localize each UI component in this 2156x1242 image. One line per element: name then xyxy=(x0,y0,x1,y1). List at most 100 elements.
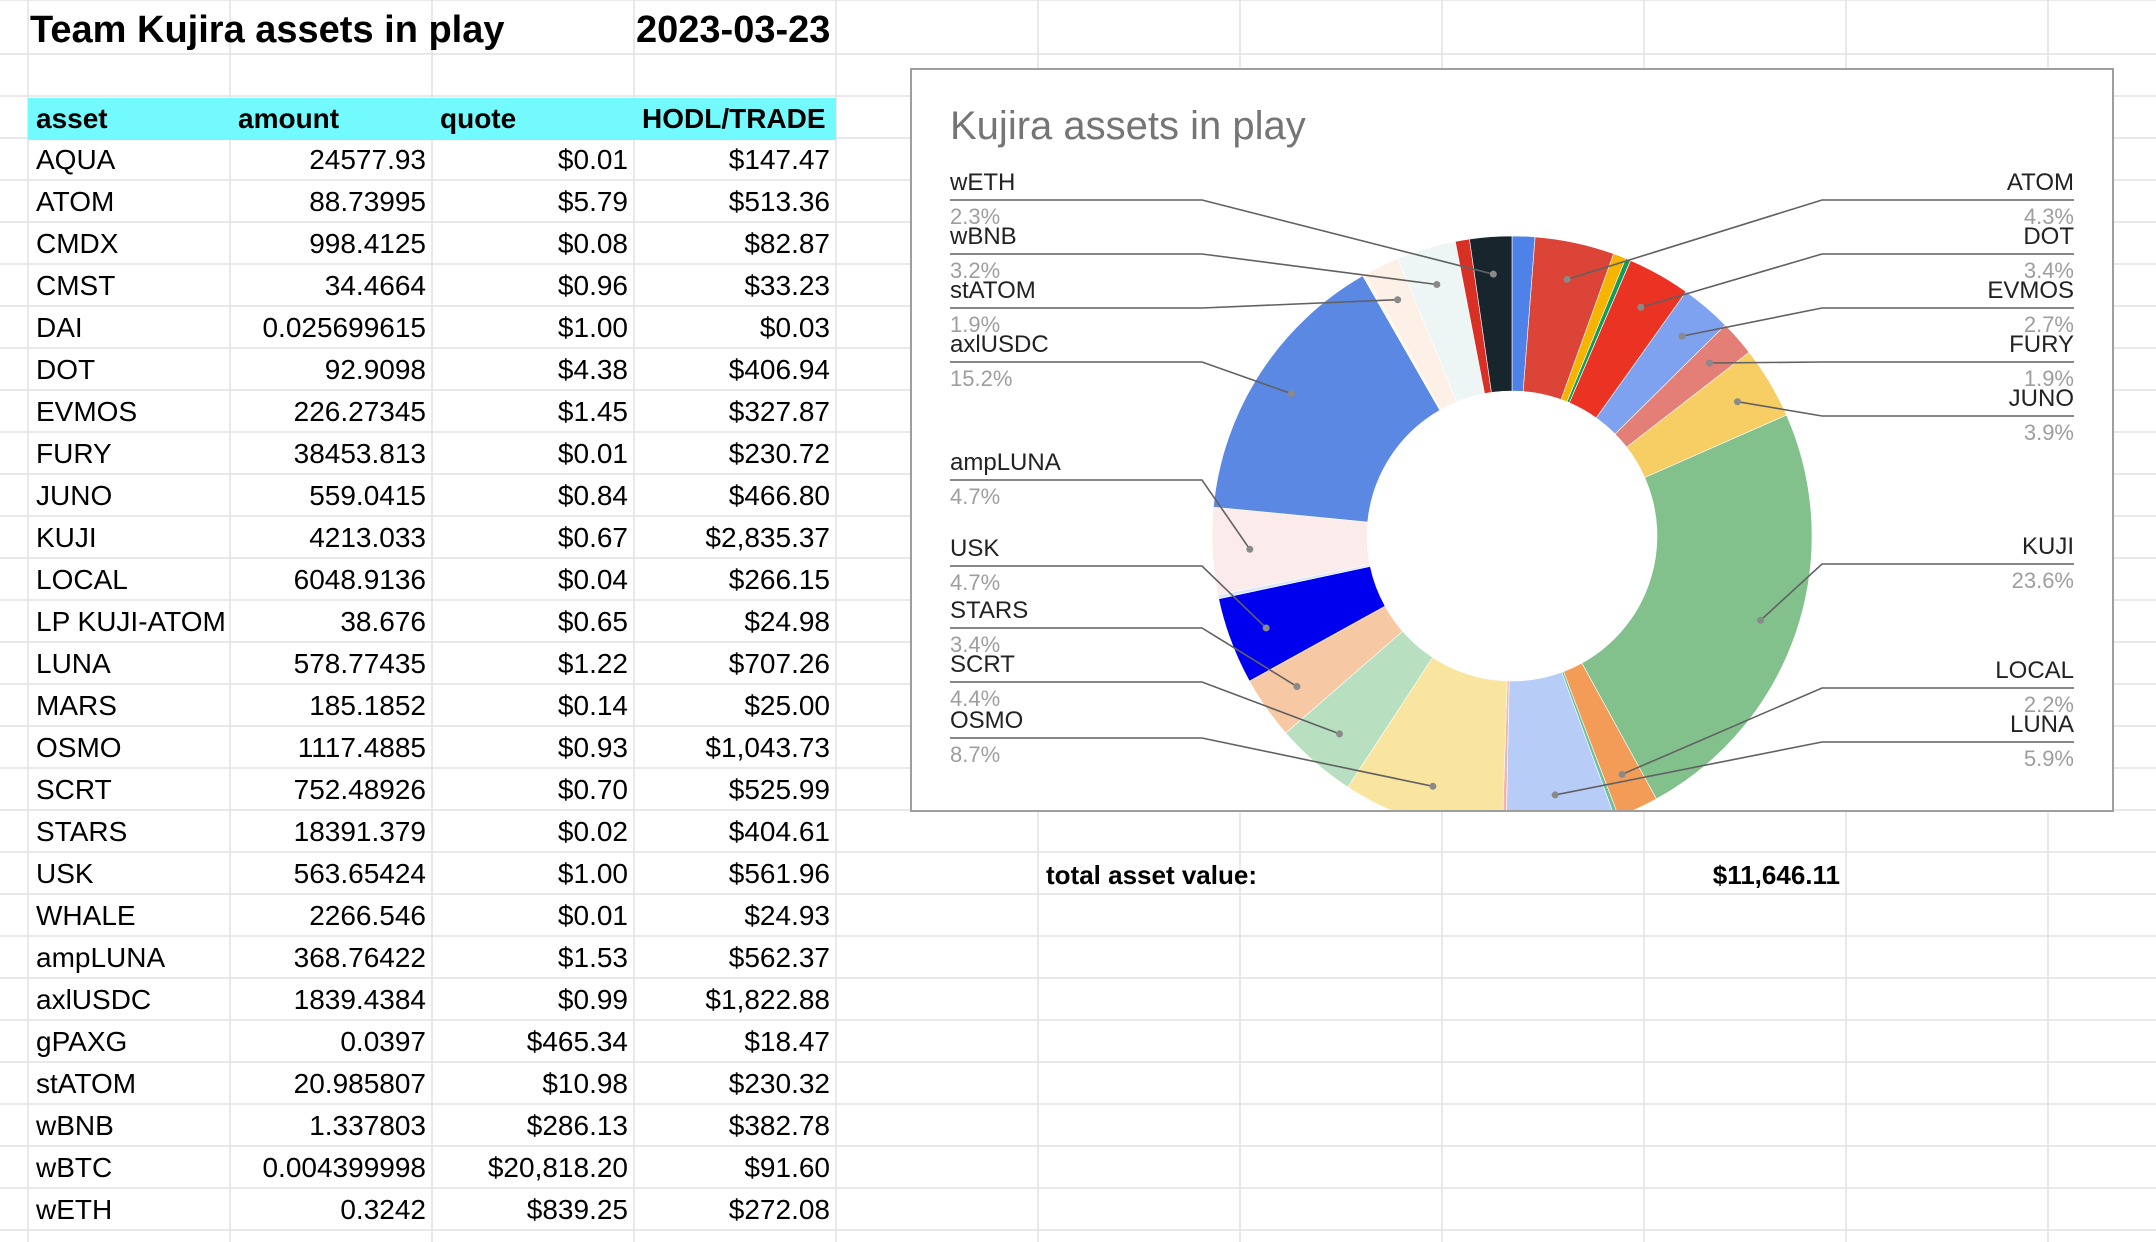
amount-cell[interactable]: 20.985807 xyxy=(293,1068,426,1099)
value-cell[interactable]: $404.61 xyxy=(728,816,830,847)
amount-cell[interactable]: 88.73995 xyxy=(309,186,426,217)
quote-cell[interactable]: $10.98 xyxy=(542,1068,628,1099)
quote-cell[interactable]: $465.34 xyxy=(526,1026,628,1057)
asset-cell[interactable]: USK xyxy=(36,858,94,889)
asset-cell[interactable]: wETH xyxy=(36,1194,113,1225)
value-cell[interactable]: $272.08 xyxy=(728,1194,830,1225)
value-cell[interactable]: $382.78 xyxy=(728,1110,830,1141)
quote-cell[interactable]: $0.96 xyxy=(557,270,628,301)
amount-cell[interactable]: 1.337803 xyxy=(309,1110,426,1141)
quote-cell[interactable]: $0.65 xyxy=(557,606,628,637)
header-amount[interactable]: amount xyxy=(230,98,432,140)
value-cell[interactable]: $525.99 xyxy=(728,774,830,805)
value-cell[interactable]: $33.23 xyxy=(744,270,830,301)
amount-cell[interactable]: 34.4664 xyxy=(324,270,426,301)
amount-cell[interactable]: 752.48926 xyxy=(293,774,426,805)
asset-cell[interactable]: FURY xyxy=(36,438,112,469)
asset-cell[interactable]: OSMO xyxy=(36,732,122,763)
quote-cell[interactable]: $0.99 xyxy=(557,984,628,1015)
value-cell[interactable]: $147.47 xyxy=(728,144,830,175)
slice-weth[interactable] xyxy=(1469,235,1513,393)
amount-cell[interactable]: 24577.93 xyxy=(309,144,426,175)
value-cell[interactable]: $1,822.88 xyxy=(705,984,830,1015)
asset-cell[interactable]: MARS xyxy=(36,690,117,721)
asset-cell[interactable]: axlUSDC xyxy=(36,984,152,1015)
asset-cell[interactable]: WHALE xyxy=(36,900,136,931)
quote-cell[interactable]: $1.00 xyxy=(557,312,628,343)
asset-cell[interactable]: ATOM xyxy=(36,186,115,217)
amount-cell[interactable]: 0.3242 xyxy=(340,1194,426,1225)
amount-cell[interactable]: 578.77435 xyxy=(293,648,426,679)
value-cell[interactable]: $2,835.37 xyxy=(705,522,830,553)
quote-cell[interactable]: $0.04 xyxy=(557,564,628,595)
asset-cell[interactable]: SCRT xyxy=(36,774,112,805)
quote-cell[interactable]: $5.79 xyxy=(557,186,628,217)
header-asset[interactable]: asset xyxy=(28,98,230,140)
asset-cell[interactable]: LP KUJI-ATOM xyxy=(36,606,226,637)
amount-cell[interactable]: 998.4125 xyxy=(309,228,426,259)
amount-cell[interactable]: 1117.4885 xyxy=(297,732,426,763)
value-cell[interactable]: $230.32 xyxy=(728,1068,830,1099)
value-cell[interactable]: $562.37 xyxy=(728,942,830,973)
asset-cell[interactable]: DOT xyxy=(36,354,96,385)
sheet-title[interactable]: Team Kujira assets in play xyxy=(30,9,505,51)
quote-cell[interactable]: $1.45 xyxy=(557,396,628,427)
asset-cell[interactable]: LOCAL xyxy=(36,564,128,595)
asset-cell[interactable]: stATOM xyxy=(36,1068,137,1099)
quote-cell[interactable]: $0.01 xyxy=(557,438,628,469)
value-cell[interactable]: $266.15 xyxy=(728,564,830,595)
amount-cell[interactable]: 226.27345 xyxy=(293,396,426,427)
pie-chart[interactable]: wETH 2.3% wBNB 3.2% stATOM 1.9% axlUSDC 15.2% am… xyxy=(910,68,2114,812)
slice-luna[interactable] xyxy=(1506,671,1615,810)
amount-cell[interactable]: 6048.9136 xyxy=(293,564,426,595)
sheet-date[interactable]: 2023-03-23 xyxy=(636,9,831,51)
amount-cell[interactable]: 38.676 xyxy=(340,606,426,637)
quote-cell[interactable]: $0.67 xyxy=(557,522,628,553)
amount-cell[interactable]: 18391.379 xyxy=(293,816,426,847)
amount-cell[interactable]: 563.65424 xyxy=(293,858,426,889)
value-cell[interactable]: $0.03 xyxy=(759,312,830,343)
value-cell[interactable]: $513.36 xyxy=(728,186,830,217)
quote-cell[interactable]: $0.01 xyxy=(557,900,628,931)
amount-cell[interactable]: 0.004399998 xyxy=(262,1152,426,1183)
asset-cell[interactable]: gPAXG xyxy=(36,1026,128,1057)
quote-cell[interactable]: $0.01 xyxy=(557,144,628,175)
amount-cell[interactable]: 185.1852 xyxy=(309,690,426,721)
asset-cell[interactable]: CMDX xyxy=(36,228,119,259)
quote-cell[interactable]: $1.22 xyxy=(557,648,628,679)
amount-cell[interactable]: 0.0397 xyxy=(340,1026,426,1057)
value-cell[interactable]: $230.72 xyxy=(728,438,830,469)
total-asset-label[interactable]: total asset value: xyxy=(1046,860,1257,890)
quote-cell[interactable]: $0.70 xyxy=(557,774,628,805)
value-cell[interactable]: $25.00 xyxy=(744,690,830,721)
value-cell[interactable]: $18.47 xyxy=(744,1026,830,1057)
quote-cell[interactable]: $286.13 xyxy=(526,1110,628,1141)
value-cell[interactable]: $1,043.73 xyxy=(705,732,830,763)
quote-cell[interactable]: $0.93 xyxy=(557,732,628,763)
asset-cell[interactable]: LUNA xyxy=(36,648,111,679)
quote-cell[interactable]: $0.08 xyxy=(557,228,628,259)
asset-cell[interactable]: DAI xyxy=(36,312,83,343)
quote-cell[interactable]: $0.14 xyxy=(557,690,628,721)
amount-cell[interactable]: 4213.033 xyxy=(309,522,426,553)
value-cell[interactable]: $24.93 xyxy=(744,900,830,931)
asset-cell[interactable]: CMST xyxy=(36,270,116,301)
asset-cell[interactable]: STARS xyxy=(36,816,128,847)
quote-cell[interactable]: $1.00 xyxy=(557,858,628,889)
asset-cell[interactable]: JUNO xyxy=(36,480,113,511)
value-cell[interactable]: $707.26 xyxy=(728,648,830,679)
asset-cell[interactable]: wBNB xyxy=(36,1110,114,1141)
amount-cell[interactable]: 38453.813 xyxy=(293,438,426,469)
amount-cell[interactable]: 368.76422 xyxy=(293,942,426,973)
value-cell[interactable]: $466.80 xyxy=(728,480,830,511)
quote-cell[interactable]: $1.53 xyxy=(557,942,628,973)
asset-cell[interactable]: wBTC xyxy=(36,1152,113,1183)
slice-kuji[interactable] xyxy=(1581,414,1813,800)
value-cell[interactable]: $24.98 xyxy=(744,606,830,637)
quote-cell[interactable]: $0.84 xyxy=(557,480,628,511)
value-cell[interactable]: $561.96 xyxy=(728,858,830,889)
total-asset-value[interactable]: $11,646.11 xyxy=(1712,860,1840,890)
value-cell[interactable]: $91.60 xyxy=(744,1152,830,1183)
slice-axlusdc[interactable] xyxy=(1213,275,1441,523)
asset-cell[interactable]: EVMOS xyxy=(36,396,138,427)
